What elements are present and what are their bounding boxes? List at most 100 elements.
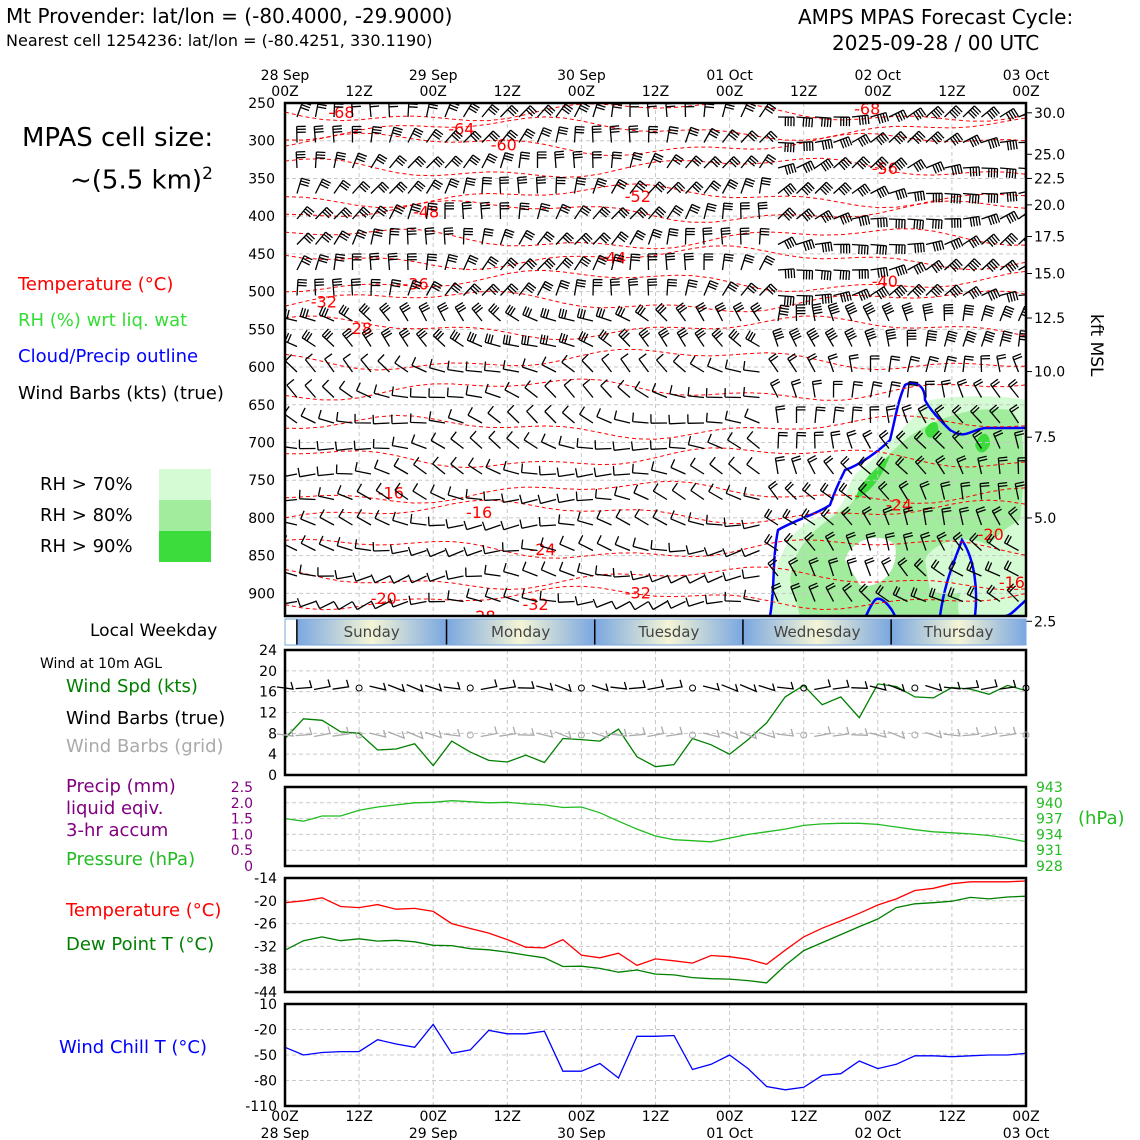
wind-barb bbox=[304, 379, 316, 398]
wind-barb bbox=[388, 126, 403, 143]
temp-label: -52 bbox=[625, 187, 651, 206]
wind10m-title: Wind at 10m AGL bbox=[40, 656, 163, 672]
wind-barb bbox=[369, 252, 380, 271]
wind-barb bbox=[925, 218, 943, 230]
wind-barb bbox=[389, 181, 408, 194]
wind-barb bbox=[796, 160, 816, 174]
pressure-legend: Pressure (hPa) bbox=[66, 849, 196, 870]
wind-barb bbox=[538, 516, 557, 527]
wind-barb bbox=[724, 591, 742, 603]
wind-barb bbox=[944, 105, 963, 119]
wind-barb bbox=[746, 430, 760, 450]
precip-legend: Precip (mm) bbox=[66, 776, 176, 797]
wind-barb bbox=[907, 283, 926, 298]
wind-barb bbox=[913, 558, 927, 577]
wind-barb bbox=[962, 105, 982, 119]
wind-barb bbox=[425, 202, 438, 220]
wind-barb bbox=[1006, 583, 1019, 602]
wind-barb bbox=[772, 327, 785, 347]
wind-barb bbox=[592, 254, 608, 271]
wind-barb bbox=[869, 406, 880, 424]
wind-barb bbox=[913, 430, 927, 449]
wind-barb bbox=[373, 459, 390, 475]
wind-barb bbox=[446, 387, 464, 399]
wind-barb bbox=[523, 431, 538, 450]
wind-barb bbox=[917, 404, 928, 424]
wind-panel bbox=[276, 648, 1030, 777]
wind-barb bbox=[481, 130, 501, 143]
small-wind-barb bbox=[295, 680, 313, 690]
small-wind-barb bbox=[387, 730, 406, 740]
wind-barb bbox=[787, 353, 798, 373]
wind-barb bbox=[666, 205, 684, 220]
wind-barb bbox=[415, 327, 428, 347]
small-wind-barb bbox=[387, 683, 406, 693]
wind-barb bbox=[296, 597, 316, 608]
wind-barb bbox=[500, 104, 519, 118]
wind-barb bbox=[428, 411, 446, 424]
wind-barb bbox=[864, 327, 877, 347]
wind-barb bbox=[629, 600, 649, 611]
wind-barb bbox=[444, 178, 460, 194]
wind-barb bbox=[407, 279, 423, 296]
wind-barb bbox=[969, 532, 982, 551]
wind-barb bbox=[721, 129, 740, 143]
wind-barb bbox=[629, 180, 648, 194]
wind-barb bbox=[370, 278, 381, 296]
small-wind-barb bbox=[332, 679, 350, 690]
wind-barb bbox=[759, 130, 778, 143]
wind-barb bbox=[301, 329, 316, 348]
wind-barb bbox=[647, 125, 659, 143]
wind-barb bbox=[485, 458, 501, 475]
wind-barb bbox=[986, 584, 1001, 603]
wind-barb bbox=[578, 535, 594, 552]
wind-barb bbox=[934, 404, 946, 424]
wind-barb bbox=[1007, 506, 1020, 526]
weekday-frame bbox=[284, 618, 1027, 646]
wind-barb bbox=[538, 465, 557, 476]
wind-barb bbox=[298, 489, 316, 501]
wind-barb bbox=[875, 584, 890, 603]
wind-barb bbox=[796, 208, 816, 222]
small-wind-barb bbox=[702, 682, 721, 691]
wind-barb bbox=[814, 209, 834, 224]
top-hour-label: 12Z bbox=[642, 84, 669, 100]
wind-barb bbox=[668, 438, 686, 450]
legend-rh70-swatch bbox=[159, 469, 211, 500]
calm-circle bbox=[355, 731, 363, 739]
small-wind-barb bbox=[406, 730, 424, 740]
wind-barb bbox=[574, 596, 594, 606]
wind-barb bbox=[981, 136, 1001, 150]
wind-barb bbox=[951, 404, 964, 424]
small-wind-barb bbox=[721, 684, 739, 693]
wind-barb bbox=[944, 132, 964, 146]
wind-barb bbox=[966, 586, 982, 603]
wind-barb bbox=[952, 430, 964, 449]
wind-barb bbox=[484, 333, 501, 348]
wind-barb bbox=[981, 233, 1000, 248]
wind-barb bbox=[970, 404, 982, 424]
wind-barb bbox=[744, 408, 760, 424]
wind-barb bbox=[925, 240, 945, 252]
wind-barb bbox=[944, 163, 963, 176]
temp-panel-ytick: -26 bbox=[254, 917, 277, 933]
wind-barb bbox=[870, 131, 890, 146]
wind-barb bbox=[1017, 329, 1026, 347]
wind-barb bbox=[447, 360, 464, 373]
cell-size-value-row: ~(5.5 km)2 bbox=[22, 156, 213, 199]
wind-barb bbox=[314, 254, 329, 271]
height-tick-label: 7.5 bbox=[1034, 430, 1056, 446]
temp-contour-line bbox=[285, 132, 1026, 157]
wind-barb bbox=[763, 508, 779, 526]
pressure-tick-label: 650 bbox=[248, 398, 275, 414]
top-hour-label: 00Z bbox=[1012, 84, 1039, 100]
wind-barb bbox=[526, 404, 538, 424]
wind-barb bbox=[648, 181, 667, 194]
wind-barb bbox=[333, 230, 351, 245]
wind-barb bbox=[703, 547, 723, 557]
wind-barb bbox=[300, 535, 316, 552]
wind-barb bbox=[740, 547, 760, 558]
top-hour-label: 12Z bbox=[494, 84, 521, 100]
wind-barb bbox=[898, 480, 909, 500]
wind-barb bbox=[962, 235, 982, 249]
